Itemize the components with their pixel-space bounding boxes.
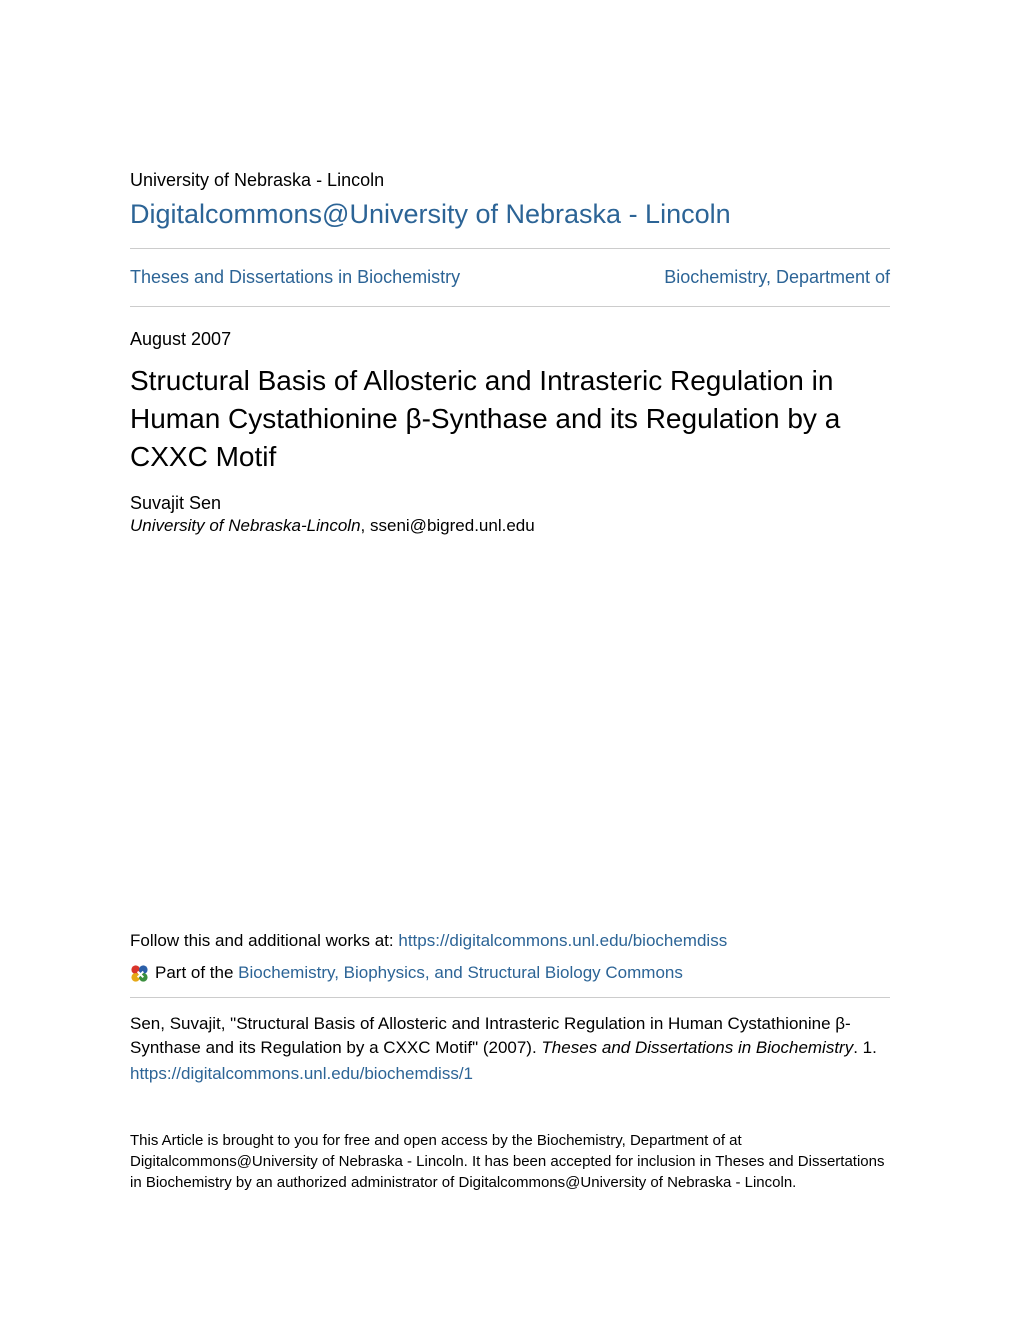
citation-link[interactable]: https://digitalcommons.unl.edu/biochemdi… <box>130 1062 890 1086</box>
access-note: This Article is brought to you for free … <box>130 1130 890 1193</box>
part-of-text: Part of the Biochemistry, Biophysics, an… <box>155 963 683 983</box>
page-container: University of Nebraska - Lincoln Digital… <box>0 0 1020 1193</box>
follow-link[interactable]: https://digitalcommons.unl.edu/biochemdi… <box>398 931 727 950</box>
author-affiliation: University of Nebraska-Lincoln, sseni@bi… <box>130 516 890 536</box>
part-of-row: Part of the Biochemistry, Biophysics, an… <box>130 963 890 983</box>
repository-title[interactable]: Digitalcommons@University of Nebraska - … <box>130 199 890 230</box>
network-commons-icon <box>130 964 149 983</box>
citation-series: Theses and Dissertations in Biochemistry <box>541 1038 853 1057</box>
divider-nav <box>130 306 890 307</box>
paper-title: Structural Basis of Allosteric and Intra… <box>130 362 890 475</box>
citation-block: Sen, Suvajit, "Structural Basis of Allos… <box>130 1012 890 1085</box>
divider-citation <box>130 997 890 998</box>
commons-link[interactable]: Biochemistry, Biophysics, and Structural… <box>238 963 683 982</box>
affiliation-text: University of Nebraska-Lincoln <box>130 516 361 535</box>
nav-collection-link[interactable]: Theses and Dissertations in Biochemistry <box>130 267 460 288</box>
follow-line: Follow this and additional works at: htt… <box>130 931 890 951</box>
author-email-separator: , <box>361 516 370 535</box>
publication-date: August 2007 <box>130 329 890 350</box>
spacer <box>130 536 890 931</box>
author-email: sseni@bigred.unl.edu <box>370 516 535 535</box>
nav-department-link[interactable]: Biochemistry, Department of <box>664 267 890 288</box>
part-of-prefix: Part of the <box>155 963 238 982</box>
institution-name: University of Nebraska - Lincoln <box>130 170 890 191</box>
follow-prefix: Follow this and additional works at: <box>130 931 398 950</box>
breadcrumb-nav: Theses and Dissertations in Biochemistry… <box>130 249 890 306</box>
citation-text-after: . 1. <box>853 1038 877 1057</box>
author-name: Suvajit Sen <box>130 493 890 514</box>
